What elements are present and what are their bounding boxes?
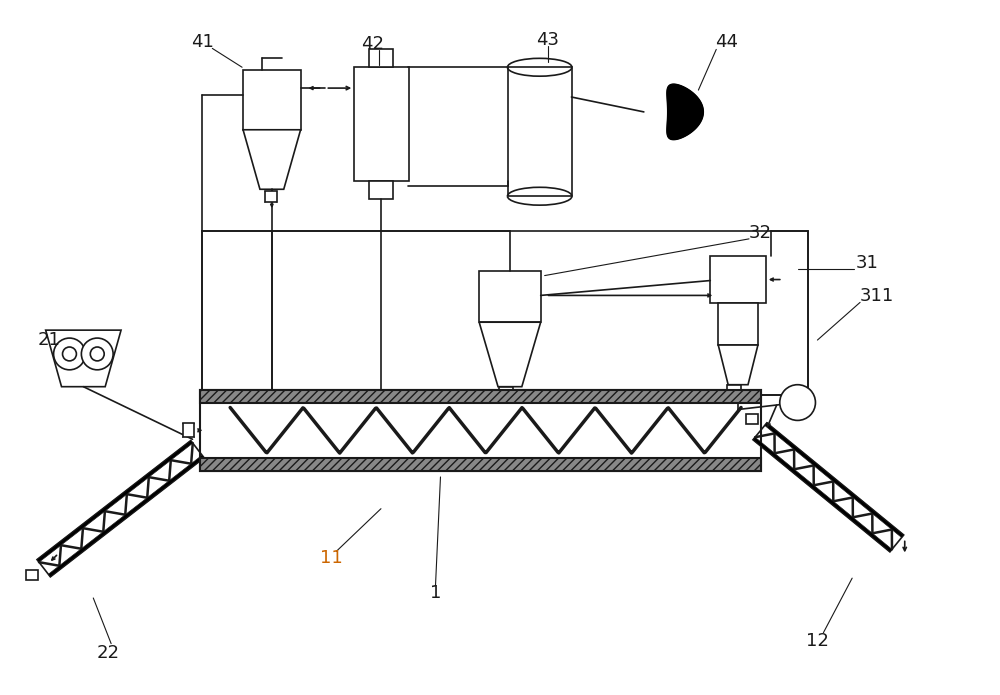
Polygon shape <box>37 441 193 562</box>
Bar <box>369 49 393 67</box>
Bar <box>183 423 194 437</box>
Text: 32: 32 <box>748 224 771 242</box>
Polygon shape <box>753 423 904 552</box>
Text: 42: 42 <box>362 35 385 54</box>
Polygon shape <box>37 441 204 577</box>
Circle shape <box>90 347 104 361</box>
Circle shape <box>54 338 85 370</box>
Bar <box>710 256 766 303</box>
Text: 1: 1 <box>430 584 441 602</box>
Polygon shape <box>48 455 204 577</box>
Bar <box>499 386 513 397</box>
Circle shape <box>81 338 113 370</box>
Circle shape <box>780 385 815 420</box>
Bar <box>200 390 761 402</box>
Bar <box>369 181 393 199</box>
Polygon shape <box>46 330 121 386</box>
Bar <box>243 70 301 130</box>
Text: 31: 31 <box>856 254 878 272</box>
Bar <box>727 385 741 395</box>
Text: 311: 311 <box>860 288 894 305</box>
Text: 11: 11 <box>320 549 343 567</box>
Polygon shape <box>479 322 541 386</box>
Text: 12: 12 <box>806 632 829 650</box>
Polygon shape <box>243 130 301 189</box>
Bar <box>354 67 409 181</box>
Text: 22: 22 <box>97 644 120 662</box>
Bar <box>746 414 758 425</box>
Polygon shape <box>718 345 758 385</box>
Polygon shape <box>765 423 904 537</box>
Text: 41: 41 <box>191 33 214 51</box>
Bar <box>718 303 758 345</box>
Polygon shape <box>753 437 892 552</box>
Bar <box>202 231 808 395</box>
Text: 43: 43 <box>536 31 559 49</box>
Circle shape <box>63 347 76 361</box>
Bar <box>200 458 761 471</box>
Bar <box>265 191 277 202</box>
Bar <box>508 67 572 196</box>
Bar <box>479 270 541 322</box>
Polygon shape <box>667 84 703 140</box>
Bar <box>26 570 38 580</box>
Text: 44: 44 <box>715 33 738 51</box>
Text: 21: 21 <box>37 331 60 349</box>
Bar <box>200 390 761 471</box>
